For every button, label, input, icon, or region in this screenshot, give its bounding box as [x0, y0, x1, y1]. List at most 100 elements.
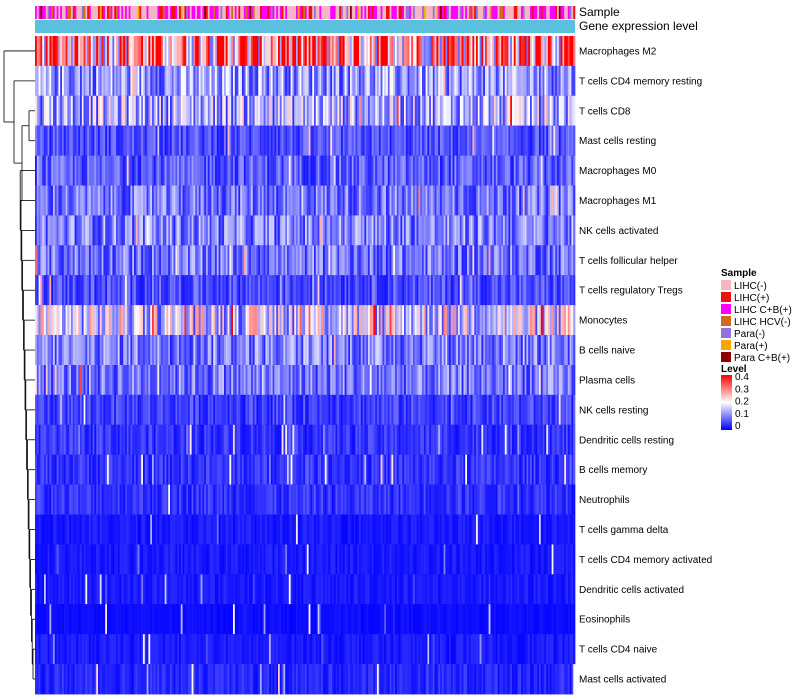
heatmap-cell — [488, 394, 491, 426]
heatmap-cell — [470, 394, 473, 426]
heatmap-cell — [504, 394, 507, 426]
heatmap-cell — [211, 305, 214, 336]
heatmap-cell — [90, 65, 93, 97]
heatmap-cell — [49, 36, 52, 67]
heatmap-cell — [483, 275, 486, 306]
heatmap-cell — [560, 454, 563, 485]
heatmap-cell — [261, 215, 264, 246]
heatmap-cell — [242, 125, 245, 156]
heatmap-cell — [459, 454, 462, 485]
heatmap-cell — [180, 155, 183, 186]
heatmap-cell — [355, 185, 358, 216]
heatmap-cell — [125, 185, 128, 216]
heatmap-cell — [414, 394, 417, 426]
heatmap-cell — [166, 365, 169, 396]
sample-annotation-cell — [254, 6, 257, 19]
heatmap-cell — [45, 484, 48, 515]
heatmap-cell — [36, 65, 39, 97]
heatmap-cell — [546, 36, 549, 67]
heatmap-cell — [348, 454, 351, 485]
sample-annotation-cell — [524, 6, 527, 19]
heatmap-cell — [116, 95, 119, 127]
heatmap-cell — [150, 185, 153, 216]
heatmap-cell — [267, 335, 270, 366]
heatmap-cell — [571, 155, 574, 186]
heatmap-cell — [360, 275, 363, 306]
heatmap-cell — [242, 394, 245, 426]
heatmap-cell — [391, 275, 394, 306]
heatmap-cell — [60, 305, 63, 336]
heatmap-cell — [395, 185, 398, 216]
heatmap-cell — [206, 185, 209, 216]
sample-annotation-cell — [535, 6, 538, 19]
heatmap-cell — [562, 125, 565, 156]
sample-annotation-cell — [337, 6, 340, 19]
heatmap-cell — [395, 335, 398, 366]
heatmap-cell — [396, 125, 399, 156]
heatmap-cell — [483, 65, 486, 97]
heatmap-cell — [51, 155, 54, 186]
heatmap-cell — [337, 454, 340, 485]
heatmap-cell — [560, 394, 563, 426]
heatmap-cell — [157, 484, 160, 515]
heatmap-cell — [409, 36, 412, 67]
heatmap-cell — [515, 65, 518, 97]
heatmap-cell — [539, 95, 542, 127]
heatmap-cell — [339, 155, 342, 186]
heatmap-cell — [569, 65, 572, 97]
heatmap-cell — [123, 215, 126, 246]
heatmap-cell — [215, 185, 218, 216]
heatmap-cell — [486, 95, 489, 127]
heatmap-cell — [114, 215, 117, 246]
sample-annotation-cell — [204, 6, 207, 19]
heatmap-cell — [265, 365, 268, 396]
heatmap-cell — [350, 36, 353, 67]
heatmap-cell — [344, 275, 347, 306]
heatmap-cell — [107, 424, 110, 456]
heatmap-cell — [225, 275, 228, 306]
sample-annotation-cell — [560, 6, 563, 19]
heatmap-cell — [99, 275, 102, 306]
heatmap-cell — [310, 36, 313, 67]
heatmap-cell — [243, 305, 246, 336]
heatmap-cell — [225, 245, 228, 276]
heatmap-cell — [168, 365, 171, 396]
heatmap-cell — [155, 454, 158, 485]
heatmap-cell — [152, 424, 155, 456]
sample-annotation-cell — [74, 6, 77, 19]
heatmap-cell — [134, 125, 137, 156]
heatmap-cell — [476, 365, 479, 396]
sample-annotation-cell — [474, 6, 477, 19]
heatmap-cell — [553, 365, 556, 396]
heatmap-cell — [166, 125, 169, 156]
heatmap-cell — [152, 155, 155, 186]
heatmap-cell — [263, 305, 266, 336]
heatmap-cell — [486, 185, 489, 216]
heatmap-cell — [414, 155, 417, 186]
heatmap-cell — [63, 335, 66, 366]
heatmap-cell — [139, 65, 142, 97]
sample-annotation-cell — [441, 6, 444, 19]
sample-annotation-cell — [416, 6, 419, 19]
heatmap-cell — [463, 305, 466, 336]
heatmap-cell — [236, 36, 239, 67]
heatmap-cell — [382, 245, 385, 276]
heatmap-cell — [558, 424, 561, 456]
heatmap-cell — [99, 454, 102, 485]
heatmap-cell — [517, 424, 520, 456]
heatmap-cell — [152, 394, 155, 426]
heatmap-cell — [459, 335, 462, 366]
heatmap-cell — [278, 275, 281, 306]
heatmap-cell — [566, 424, 569, 456]
heatmap-cell — [110, 394, 113, 426]
heatmap-cell — [63, 36, 66, 67]
heatmap-cell — [40, 424, 43, 456]
heatmap-cell — [360, 95, 363, 127]
heatmap-cell — [69, 365, 72, 396]
heatmap-cell — [89, 125, 92, 156]
heatmap-cell — [571, 394, 574, 426]
heatmap-cell — [351, 394, 354, 426]
heatmap-cell — [537, 275, 540, 306]
heatmap-cell — [96, 185, 99, 216]
heatmap-cell — [515, 215, 518, 246]
